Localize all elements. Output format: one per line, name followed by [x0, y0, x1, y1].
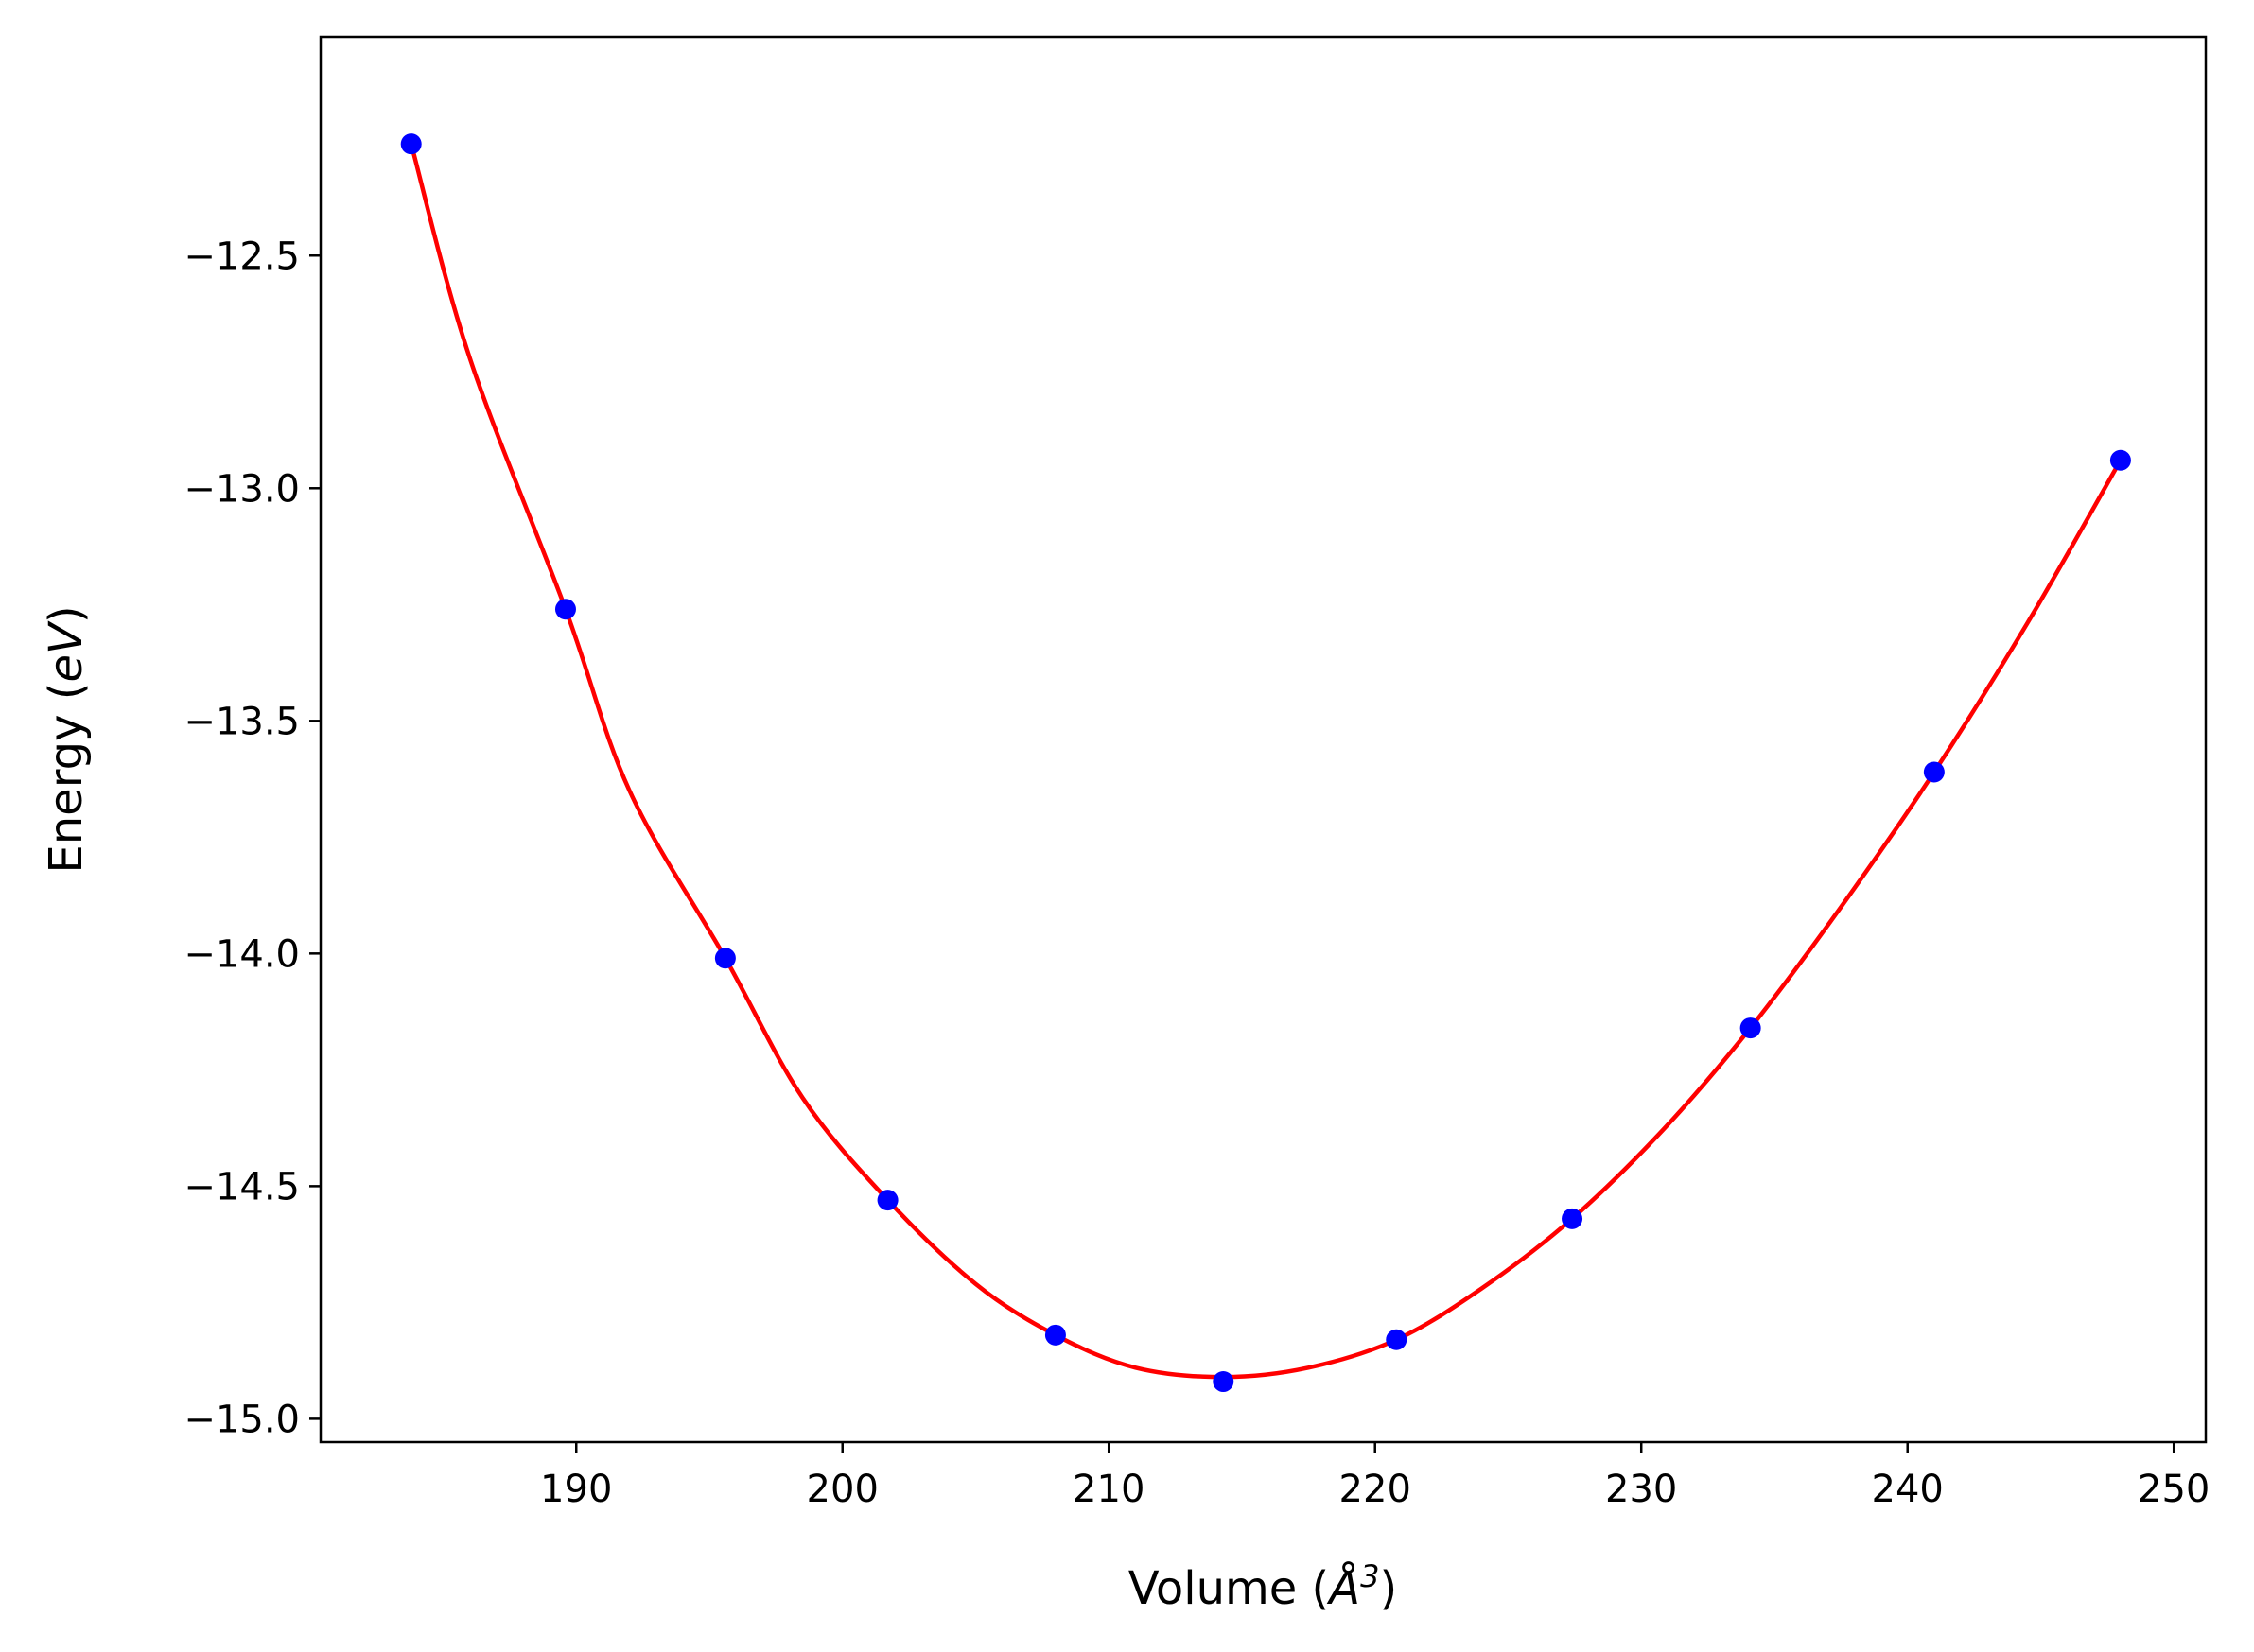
x-tick-label: 250	[2138, 1468, 2210, 1511]
data-points-layer	[400, 133, 2131, 1393]
plot-area	[321, 37, 2206, 1442]
x-tick-label: 210	[1073, 1468, 1144, 1511]
x-tick-label: 200	[807, 1468, 879, 1511]
x-axis-ticks: 190 200 210 220 230 240 250	[540, 1442, 2210, 1511]
y-tick-label: −15.0	[183, 1398, 300, 1441]
fit-line-layer	[409, 143, 2123, 1380]
data-point	[554, 599, 576, 620]
data-point	[877, 1190, 899, 1211]
data-point	[400, 133, 422, 155]
x-tick-label: 220	[1339, 1468, 1411, 1511]
data-point	[1923, 761, 1945, 783]
data-point	[1213, 1371, 1234, 1393]
data-point	[1044, 1324, 1066, 1346]
data-point	[1739, 1017, 1761, 1039]
data-point	[1386, 1329, 1407, 1350]
data-point	[714, 948, 736, 969]
y-axis-title: Energy (eV)	[40, 605, 93, 873]
data-point	[2109, 449, 2131, 471]
x-tick-label: 230	[1605, 1468, 1677, 1511]
x-axis-title: Volume (Å3)	[1128, 1558, 1397, 1615]
y-tick-label: −12.5	[183, 235, 300, 278]
y-tick-label: −13.5	[183, 700, 300, 743]
y-tick-label: −13.0	[183, 467, 300, 511]
fit-curve	[409, 143, 2123, 1380]
y-axis-ticks: −12.5 −13.0 −13.5 −14.0 −14.5 −15.0	[183, 235, 321, 1441]
plot-frame	[319, 35, 2208, 1444]
y-tick-label: −14.0	[183, 932, 300, 976]
x-tick-label: 240	[1872, 1468, 1944, 1511]
y-tick-label: −14.5	[183, 1165, 300, 1209]
data-point	[1562, 1208, 1583, 1229]
x-tick-label: 190	[540, 1468, 612, 1511]
